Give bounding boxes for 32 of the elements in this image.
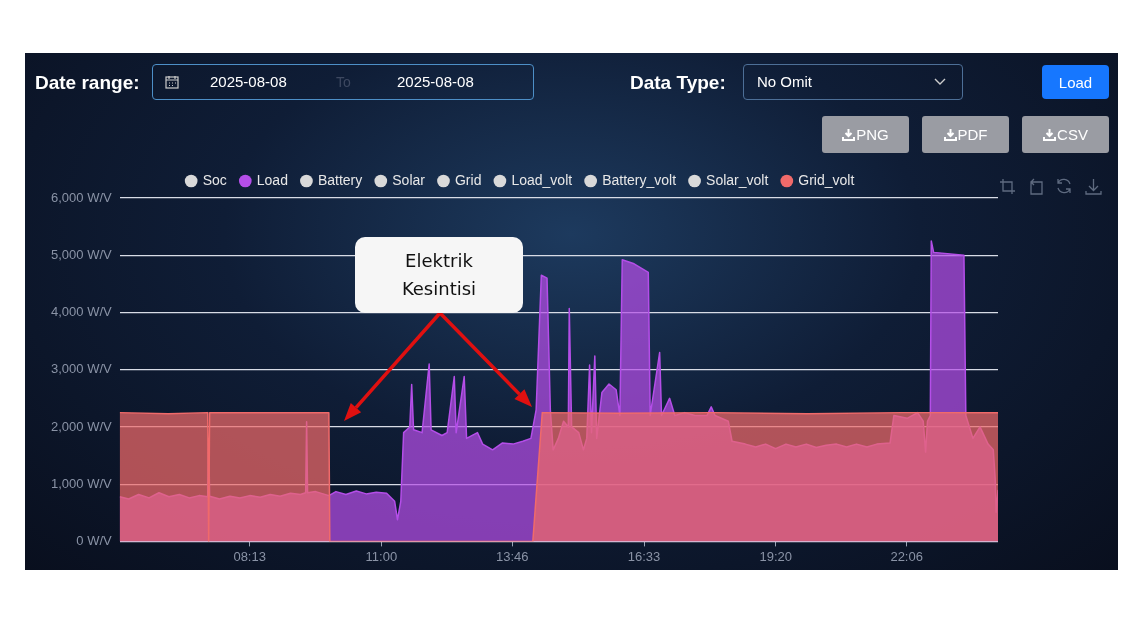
text: Load: [1042, 65, 1109, 99]
legend-label: Load: [256, 171, 288, 188]
x-tick-label: 19:20: [759, 548, 793, 564]
text: PNG: [856, 126, 889, 143]
y-tick-label: 1,000 W/V: [50, 475, 113, 491]
legend-label: Battery_volt: [602, 171, 677, 188]
x-tick-label: 16:33: [627, 548, 661, 564]
legend-label: Battery: [317, 171, 363, 188]
text: 2025-08-08: [397, 73, 474, 90]
x-tick-label: 22:06: [890, 548, 923, 564]
x-tick-label: 13:46: [496, 548, 529, 564]
legend-label: Load_volt: [511, 171, 573, 188]
text: PDF: [957, 126, 988, 143]
x-tick-label: 08:13: [233, 548, 266, 564]
text: 2025-08-08: [210, 73, 287, 90]
text: Date range:: [35, 72, 140, 94]
callout: Elektrik Kesintisi: [355, 237, 523, 313]
legend-label: Grid_volt: [798, 171, 855, 188]
text: No Omit: [757, 73, 813, 90]
y-tick-label: 5,000 W/V: [50, 246, 113, 262]
y-tick-label: 4,000 W/V: [50, 304, 113, 320]
y-tick-label: 0 W/V: [76, 532, 113, 548]
y-tick-label: 6,000 W/V: [50, 189, 113, 205]
text: CSV: [1057, 126, 1088, 143]
x-tick-label: 11:00: [365, 548, 398, 564]
legend-label: Grid: [454, 171, 482, 188]
y-tick-label: 2,000 W/V: [50, 418, 113, 434]
y-tick-label: 3,000 W/V: [50, 361, 113, 377]
legend-label: Solar_volt: [706, 171, 769, 188]
legend-label: Soc: [202, 171, 227, 188]
text: Data Type:: [630, 72, 726, 94]
legend-label: Solar: [392, 171, 426, 188]
